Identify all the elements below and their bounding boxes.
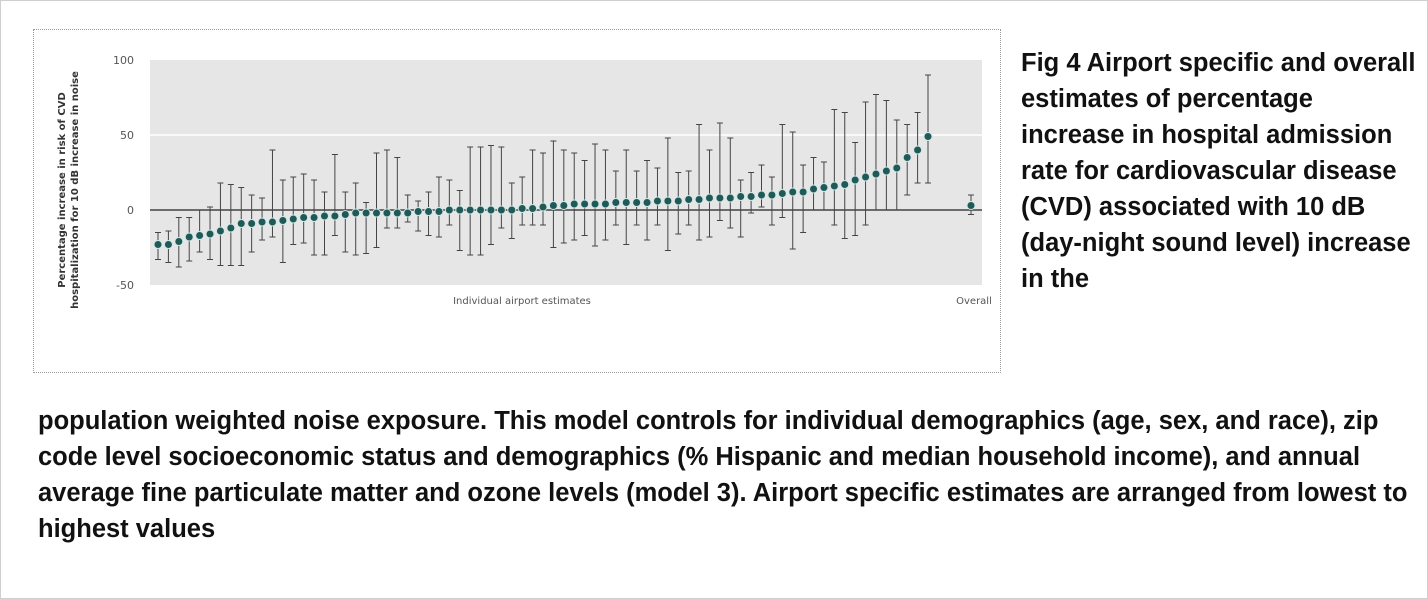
estimate-point	[704, 193, 714, 203]
estimate-point	[538, 202, 548, 212]
estimate-point	[278, 216, 288, 225]
estimate-point	[309, 213, 319, 222]
estimate-point	[517, 204, 527, 213]
estimate-point	[652, 196, 662, 206]
estimate-point	[881, 166, 891, 176]
estimate-point	[444, 205, 454, 215]
estimate-point	[590, 199, 600, 209]
estimate-point	[892, 163, 902, 173]
estimate-point	[507, 205, 517, 215]
figure-caption-bottom: population weighted noise exposure. This…	[38, 407, 1408, 543]
plot-band	[150, 60, 982, 285]
estimate-point	[777, 189, 787, 198]
estimate-point	[819, 183, 829, 192]
estimate-point	[205, 229, 215, 239]
estimate-point	[392, 208, 402, 218]
estimate-point	[455, 205, 465, 215]
estimate-point	[871, 169, 881, 179]
estimate-point	[351, 208, 361, 218]
estimate-point	[163, 240, 173, 249]
estimate-point	[559, 201, 569, 210]
forest-plot: 100 50 0 -50 Percentage increase in risk of…	[57, 54, 992, 309]
estimate-point	[725, 193, 735, 203]
estimate-point	[788, 187, 798, 197]
estimate-point	[850, 175, 860, 185]
estimate-point	[496, 205, 506, 215]
estimate-point	[424, 207, 434, 216]
estimate-point	[757, 190, 767, 200]
estimate-point	[809, 184, 819, 194]
y-tick-labels: 100 50 0 -50	[113, 54, 134, 292]
estimate-point	[923, 132, 933, 141]
estimate-point	[684, 195, 694, 204]
estimate-point	[663, 196, 673, 206]
estimate-point	[434, 207, 444, 216]
estimate-point	[632, 198, 642, 207]
y-tick-label: 100	[113, 54, 134, 67]
chart-box: 100 50 0 -50 Percentage increase in risk of…	[33, 29, 1001, 373]
estimate-point	[611, 198, 621, 207]
overall-mark	[966, 194, 976, 215]
estimate-point	[465, 205, 475, 215]
estimate-point	[829, 181, 839, 191]
estimate-point	[673, 196, 683, 206]
estimate-point	[340, 210, 350, 219]
estimate-point	[413, 207, 423, 216]
estimate-point	[621, 198, 631, 207]
estimate-point	[361, 208, 371, 218]
estimate-point	[372, 208, 382, 218]
estimate-point	[486, 205, 496, 215]
estimate-point	[195, 231, 205, 240]
estimate-point	[580, 199, 590, 209]
estimate-point	[226, 223, 236, 233]
estimate-point	[257, 217, 267, 227]
estimate-point	[299, 213, 309, 222]
estimate-point	[548, 201, 558, 210]
x-axis-label: Individual airport estimates	[453, 296, 591, 307]
estimate-point	[600, 199, 610, 209]
estimate-point	[715, 193, 725, 203]
estimate-point	[913, 145, 923, 155]
estimate-point	[798, 187, 808, 197]
estimate-point	[153, 240, 163, 249]
estimate-point	[184, 232, 194, 242]
estimate-point	[736, 192, 746, 201]
estimate-point	[403, 208, 413, 218]
overall-label: Overall	[956, 296, 992, 307]
y-tick-label: -50	[116, 279, 134, 292]
y-axis-label-line2: hospitalization for 10 dB increase in no…	[70, 71, 81, 309]
estimate-point	[236, 219, 246, 228]
y-tick-label: 0	[127, 204, 134, 217]
estimate-point	[642, 198, 652, 207]
estimate-marks	[153, 74, 933, 268]
y-tick-label: 50	[120, 129, 134, 142]
estimate-point	[902, 153, 912, 162]
estimate-point	[288, 214, 298, 224]
estimate-point	[569, 199, 579, 209]
estimate-point	[267, 217, 277, 227]
estimate-point	[966, 201, 976, 210]
estimate-point	[476, 205, 486, 215]
figure-caption-side: Fig 4 Airport specific and overall estim…	[1021, 49, 1416, 293]
estimate-point	[528, 204, 538, 213]
estimate-point	[694, 195, 704, 204]
estimate-point	[382, 208, 392, 218]
estimate-point	[215, 226, 225, 236]
estimate-point	[746, 192, 756, 201]
estimate-point	[840, 180, 850, 189]
y-axis-label-line1: Percentage increase in risk of CVD	[57, 92, 68, 288]
estimate-point	[861, 172, 871, 182]
estimate-point	[767, 190, 777, 200]
estimate-point	[319, 211, 329, 221]
estimate-point	[247, 219, 257, 228]
estimate-point	[174, 237, 184, 246]
estimate-point	[330, 211, 340, 221]
